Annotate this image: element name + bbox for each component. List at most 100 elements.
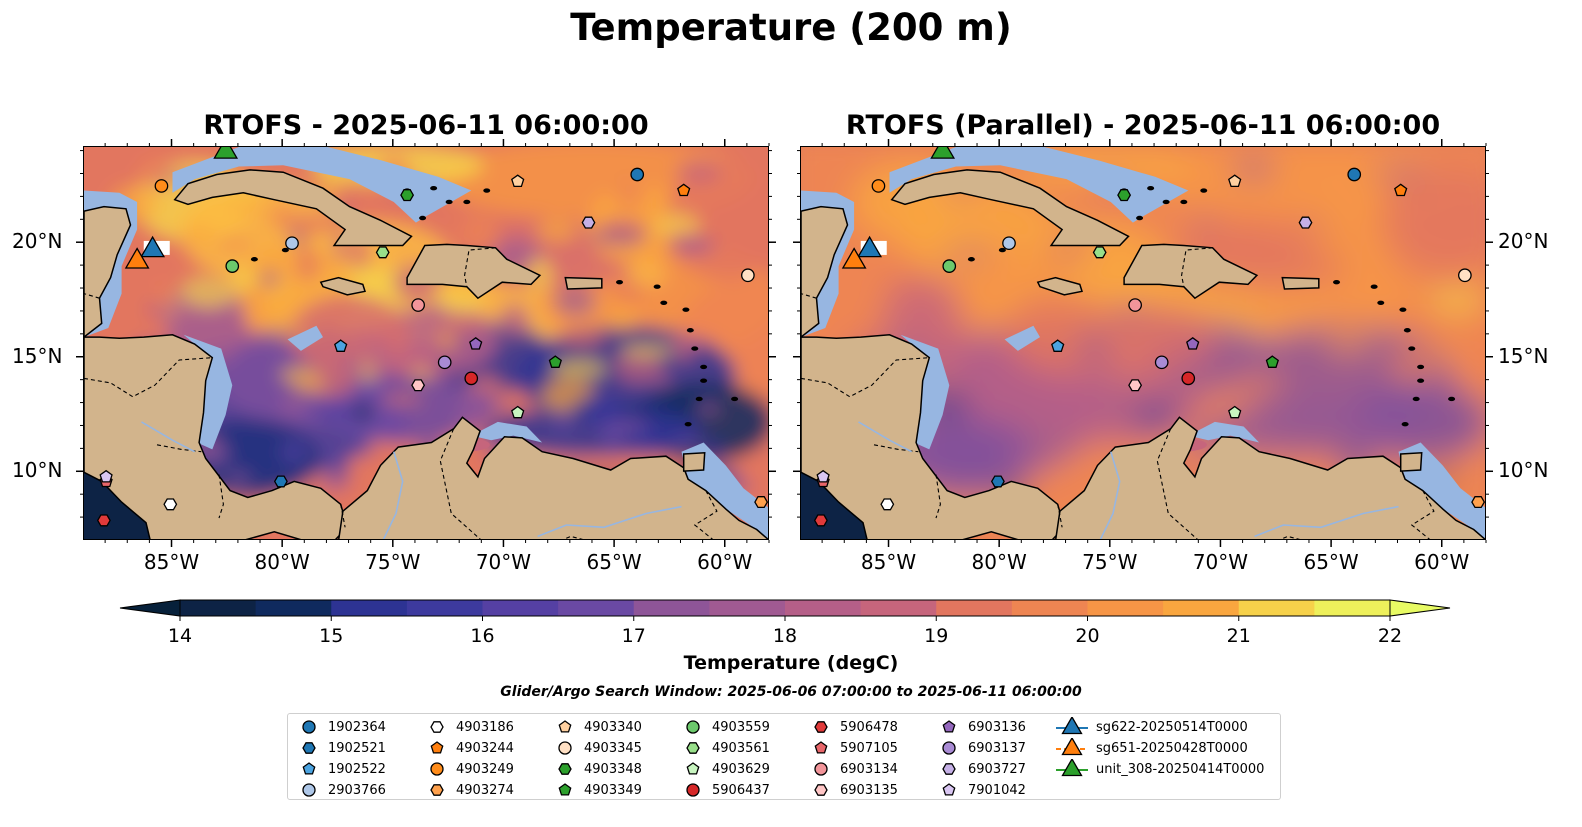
legend-glyph[interactable] [942, 741, 956, 755]
float-marker-4903561[interactable] [1092, 246, 1107, 259]
float-marker-4903559[interactable] [225, 259, 240, 273]
legend-glyph[interactable] [302, 762, 316, 775]
legend-glyph[interactable] [302, 742, 316, 754]
legend-glyph[interactable] [302, 783, 316, 797]
legend-glyph[interactable] [430, 762, 444, 776]
legend-glyph[interactable] [558, 720, 572, 733]
shallow-water [900, 334, 950, 450]
lon-tick-label: 75°W [1082, 550, 1138, 574]
float-marker-4903559[interactable] [942, 259, 957, 273]
float-marker-4903345[interactable] [1458, 268, 1472, 283]
float-marker-4903186[interactable] [880, 498, 895, 511]
float-marker-5906478[interactable] [813, 514, 828, 527]
legend-glyph[interactable] [1061, 738, 1083, 756]
legend-glyph[interactable] [814, 762, 828, 776]
legend-item-4903559: 4903559 [682, 717, 770, 737]
legend-glyph[interactable] [814, 784, 828, 796]
legend-glyph[interactable] [558, 741, 572, 755]
float-marker-4903249[interactable] [871, 179, 886, 193]
legend-item-5907105: 5907105 [810, 738, 898, 758]
glider-marker-unit_308-20250414T0000[interactable] [213, 147, 239, 159]
float-marker-1902521[interactable] [273, 475, 288, 488]
legend-glyph[interactable] [942, 720, 956, 733]
float-marker-4903249[interactable] [154, 179, 169, 193]
legend-glyph[interactable] [430, 721, 444, 733]
legend-glyph[interactable] [814, 741, 828, 754]
legend-item-6903134: 6903134 [810, 759, 898, 779]
float-marker-4903340[interactable] [1228, 174, 1242, 188]
legend-glyph[interactable] [1061, 717, 1083, 735]
lat-tick-label: 15°N [1498, 343, 1549, 368]
circle-marker-icon [686, 720, 700, 734]
float-marker-6903135[interactable] [411, 379, 426, 392]
float-marker-6903135[interactable] [1128, 379, 1143, 392]
float-marker-7901042[interactable] [99, 469, 113, 483]
map-panel-rtofs[interactable] [83, 146, 769, 540]
float-marker-5906437[interactable] [464, 371, 479, 386]
float-marker-4903348[interactable] [400, 189, 415, 202]
legend-item-4903629: 4903629 [682, 759, 770, 779]
legend-glyph[interactable] [686, 783, 700, 797]
float-marker-6903137[interactable] [437, 355, 452, 370]
glider-marker-unit_308-20250414T0000[interactable] [930, 147, 956, 159]
legend-item-4903561: 4903561 [682, 738, 770, 758]
float-marker-6903727[interactable] [1298, 216, 1313, 229]
float-marker-6903136[interactable] [469, 336, 483, 350]
shallow-water [1004, 325, 1040, 351]
legend-glyph[interactable] [942, 783, 956, 796]
float-marker-4903244[interactable] [1394, 183, 1408, 197]
float-marker-1902364[interactable] [630, 167, 645, 182]
float-marker-4903561[interactable] [375, 246, 390, 259]
float-marker-1902522[interactable] [334, 339, 348, 352]
float-marker-4903340[interactable] [511, 174, 525, 188]
legend-glyph[interactable] [302, 720, 316, 734]
float-marker-1902521[interactable] [990, 475, 1005, 488]
float-marker-6903727[interactable] [581, 216, 596, 229]
glider-marker-sg651-20250428T0000[interactable] [124, 247, 150, 269]
legend-glyph[interactable] [686, 742, 700, 754]
float-marker-4903629[interactable] [511, 405, 525, 419]
float-marker-6903137[interactable] [1154, 355, 1169, 370]
float-marker-4903345[interactable] [741, 268, 755, 283]
float-marker-4903629[interactable] [1228, 405, 1242, 419]
legend-glyph[interactable] [430, 784, 444, 796]
colorbar-extend-min [119, 599, 181, 617]
glider-marker-sg622-20250514T0000[interactable] [140, 235, 166, 258]
legend-glyph[interactable] [686, 762, 700, 775]
float-marker-6903136[interactable] [1186, 336, 1200, 350]
panel-title-rtofs-parallel: RTOFS (Parallel) - 2025-06-11 06:00:00 [845, 110, 1441, 141]
float-marker-2903766[interactable] [285, 236, 299, 251]
float-marker-1902364[interactable] [1347, 167, 1362, 182]
legend-glyph[interactable] [430, 741, 444, 754]
legend-item-7901042: 7901042 [938, 780, 1026, 800]
legend-glyph[interactable] [1061, 759, 1083, 777]
legend-glyph[interactable] [942, 763, 956, 775]
float-marker-6903134[interactable] [1128, 298, 1142, 312]
shallow-water [471, 421, 543, 443]
hexagon-marker-icon [430, 721, 444, 733]
float-marker-5906478[interactable] [96, 514, 111, 527]
colorbar-tick-label: 18 [773, 625, 797, 647]
float-marker-4903349[interactable] [548, 355, 562, 368]
legend-label: 2903766 [328, 782, 386, 798]
float-marker-7901042[interactable] [816, 469, 830, 483]
float-marker-4903274[interactable] [1471, 496, 1485, 509]
legend-label: 1902521 [328, 740, 386, 756]
float-marker-1902522[interactable] [1051, 339, 1065, 352]
glider-marker-sg622-20250514T0000[interactable] [857, 235, 883, 258]
legend-glyph[interactable] [558, 783, 572, 796]
legend-glyph[interactable] [814, 721, 828, 733]
legend-glyph[interactable] [686, 720, 700, 734]
float-marker-6903134[interactable] [411, 298, 425, 312]
float-marker-4903348[interactable] [1117, 189, 1132, 202]
float-marker-5906437[interactable] [1181, 371, 1196, 386]
glider-marker-sg651-20250428T0000[interactable] [841, 247, 867, 269]
map-panel-rtofs-parallel[interactable] [800, 146, 1486, 540]
float-marker-4903349[interactable] [1265, 355, 1279, 368]
legend-label: 6903135 [840, 782, 898, 798]
float-marker-4903274[interactable] [754, 496, 768, 509]
float-marker-2903766[interactable] [1002, 236, 1016, 251]
float-marker-4903244[interactable] [677, 183, 691, 197]
float-marker-4903186[interactable] [163, 498, 178, 511]
legend-glyph[interactable] [558, 763, 572, 775]
